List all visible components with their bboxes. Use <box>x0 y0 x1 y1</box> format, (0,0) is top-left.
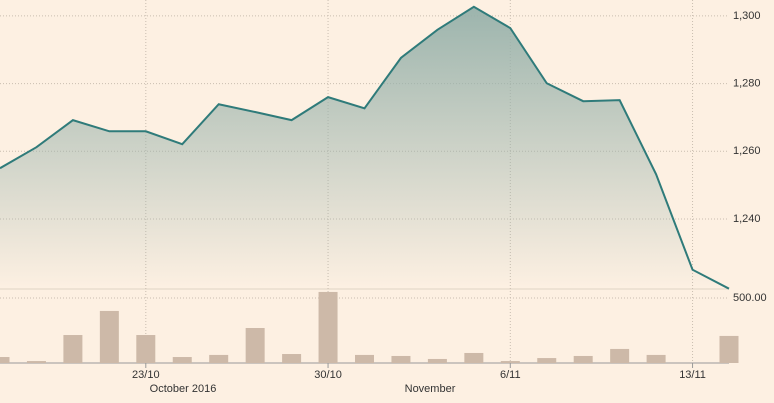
x-tick-label: 23/10 <box>132 369 160 381</box>
area <box>0 6 729 289</box>
y-tick-label: 1,300 <box>733 10 761 22</box>
bar <box>646 354 666 363</box>
bar <box>172 357 192 363</box>
y-tick-label: 1,240 <box>733 213 761 225</box>
x-tick-label: 30/10 <box>314 369 342 381</box>
bar <box>355 354 374 363</box>
bar <box>99 310 119 363</box>
bar <box>209 354 229 363</box>
bar <box>63 335 83 363</box>
bar <box>282 354 302 363</box>
x-tick-label: 6/11 <box>500 369 521 381</box>
bar <box>537 358 557 363</box>
bar <box>573 355 593 363</box>
bar <box>500 361 520 363</box>
bar <box>0 357 10 363</box>
y-tick-label: 1,280 <box>733 77 761 89</box>
bar <box>136 335 156 363</box>
bar <box>26 361 46 363</box>
x-tick-label: 13/11 <box>679 369 706 381</box>
period-label: November <box>405 383 456 395</box>
y-tick-label: 500.00 <box>733 292 767 304</box>
bar <box>719 335 739 363</box>
bar <box>427 358 447 363</box>
bar <box>391 355 411 363</box>
bar <box>245 327 265 363</box>
bar <box>318 291 338 363</box>
line <box>0 5 730 290</box>
y-tick-label: 1,260 <box>733 145 761 157</box>
bar <box>610 348 630 363</box>
bar <box>464 352 484 363</box>
period-label: October 2016 <box>150 383 217 395</box>
